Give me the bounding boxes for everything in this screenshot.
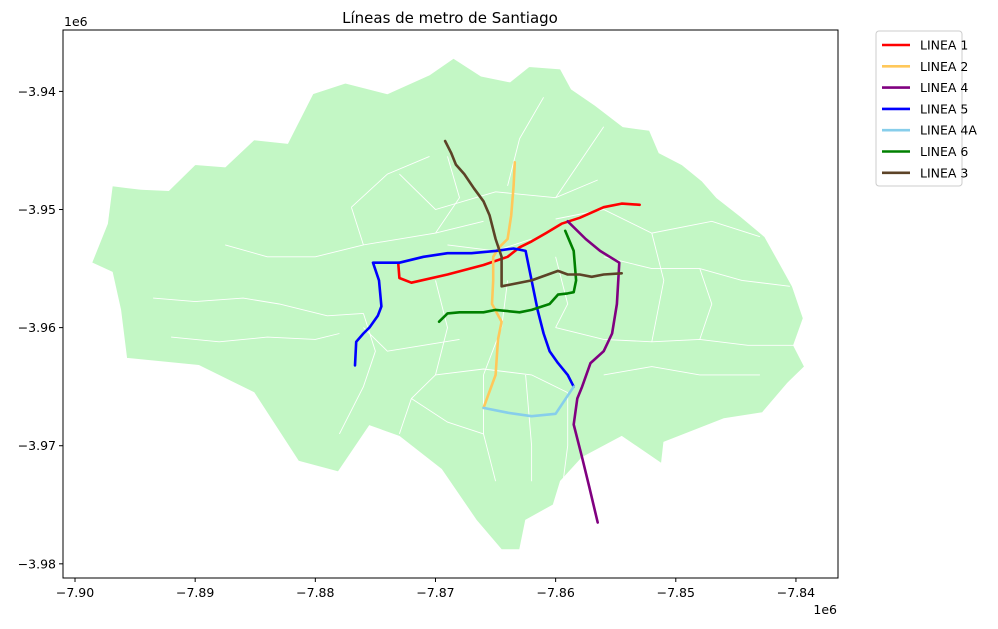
x-axis-ticks: −7.90 −7.89 −7.88 −7.87 −7.86 −7.85 −7.84: [56, 578, 815, 600]
y-tick-label: −3.98: [18, 556, 56, 571]
chart-title: Líneas de metro de Santiago: [342, 9, 558, 27]
district-boundary: [411, 398, 484, 435]
y-tick-label: −3.95: [18, 202, 56, 217]
legend-label: LINEA 4: [920, 80, 968, 95]
x-tick-label: −7.87: [416, 585, 454, 600]
plot-area: [91, 57, 805, 551]
district-boundary: [435, 368, 568, 394]
y-tick-label: −3.96: [18, 320, 56, 335]
district-boundaries: [153, 97, 794, 494]
x-tick-label: −7.88: [296, 585, 334, 600]
legend-box: [875, 30, 963, 187]
x-tick-label: −7.90: [56, 585, 94, 600]
legend-label: LINEA 3: [920, 165, 968, 180]
district-boundary: [351, 155, 430, 208]
district-boundary: [555, 126, 605, 198]
x-tick-label: −7.86: [536, 585, 574, 600]
metro-line-linea-5: [353, 247, 576, 389]
metro-lines: [353, 139, 642, 524]
district-boundary: [525, 374, 533, 482]
legend-label: LINEA 5: [920, 101, 968, 116]
metro-line-linea-4: [566, 220, 621, 524]
metro-line-linea-1: [396, 202, 642, 285]
district-boundary: [171, 333, 340, 343]
x-tick-label: −7.85: [657, 585, 695, 600]
legend-items: LINEA 1 LINEA 2 LINEA 4 LINEA 5 LINEA 4A LINE…: [882, 38, 977, 180]
metro-line-linea-4a: [482, 385, 576, 418]
district-boundary: [153, 297, 364, 317]
legend-label: LINEA 4A: [920, 123, 977, 138]
district-boundary: [435, 156, 460, 234]
district-boundary: [225, 244, 364, 258]
district-boundary: [561, 392, 569, 494]
legend-label: LINEA 6: [920, 144, 968, 159]
district-boundary: [398, 280, 448, 435]
y-tick-label: −3.94: [18, 84, 56, 99]
y-tick-label: −3.97: [18, 438, 56, 453]
legend-label: LINEA 1: [920, 38, 968, 53]
district-boundary: [603, 366, 760, 376]
x-tick-label: −7.89: [176, 585, 214, 600]
district-boundary: [363, 327, 460, 352]
metro-line-linea-6: [437, 229, 578, 324]
district-boundary: [699, 268, 713, 340]
axes-frame: [62, 29, 839, 579]
district-boundary: [350, 207, 484, 246]
legend-label: LINEA 2: [920, 59, 968, 74]
district-boundary: [399, 173, 598, 211]
metro-line-linea-2: [482, 161, 517, 410]
x-offset-label: 1e6: [813, 602, 837, 617]
metro-line-linea-3: [443, 139, 624, 288]
district-boundary: [555, 327, 794, 346]
district-boundary: [483, 374, 497, 482]
y-axis-ticks: −3.94 −3.95 −3.96 −3.97 −3.98: [18, 84, 63, 571]
legend: LINEA 1 LINEA 2 LINEA 4 LINEA 5 LINEA 4A LINE…: [875, 30, 977, 187]
district-boundary: [338, 313, 376, 435]
district-boundary: [651, 232, 665, 342]
x-tick-label: −7.84: [777, 585, 815, 600]
y-offset-label: 1e6: [64, 14, 88, 29]
district-boundary: [507, 97, 544, 187]
